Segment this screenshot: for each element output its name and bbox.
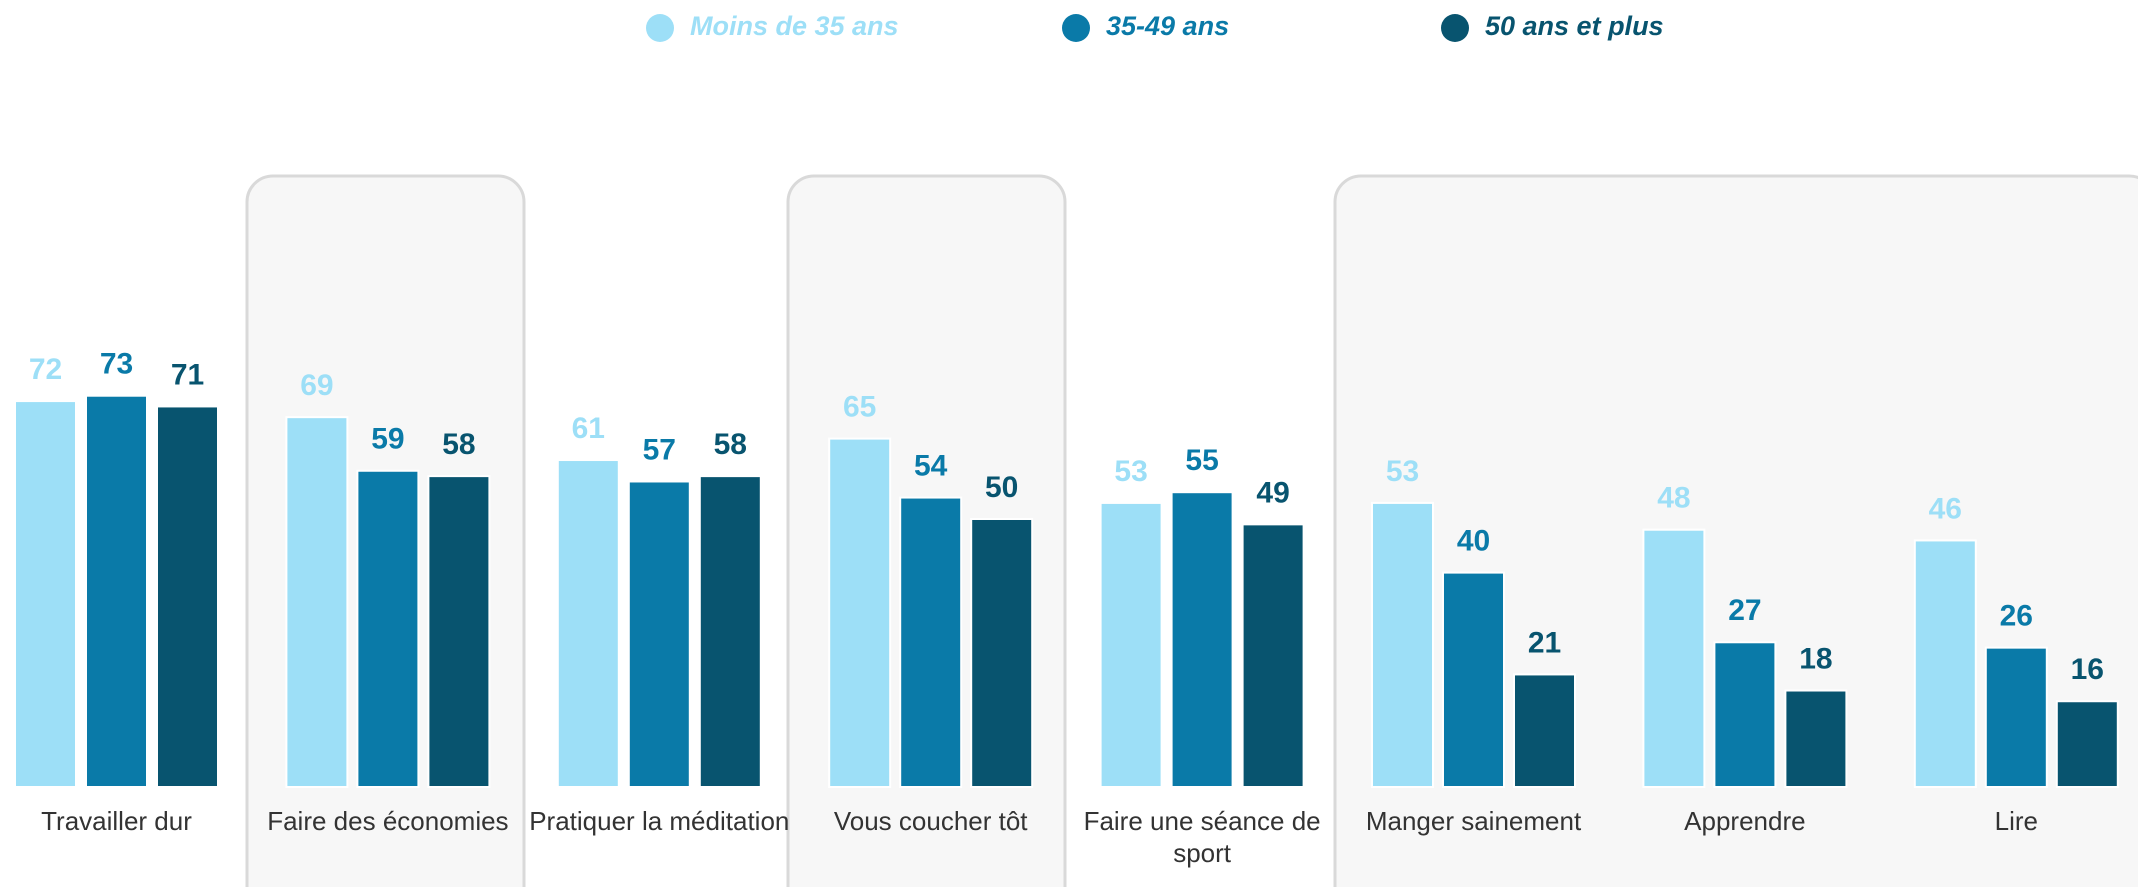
category-label: Lire bbox=[1994, 806, 2038, 836]
bar bbox=[1371, 501, 1434, 788]
value-label: 53 bbox=[1114, 455, 1147, 488]
legend-marker bbox=[1062, 14, 1090, 42]
category-label: Manger sainement bbox=[1365, 806, 1582, 836]
value-label: 73 bbox=[100, 348, 133, 381]
value-label: 26 bbox=[2000, 600, 2033, 633]
value-label: 21 bbox=[1528, 626, 1561, 659]
legend-label: 50 ans et plus bbox=[1485, 11, 1664, 41]
legend-marker bbox=[1441, 14, 1469, 42]
value-label: 58 bbox=[442, 428, 475, 461]
bar bbox=[556, 459, 620, 788]
bar bbox=[698, 475, 762, 788]
category-label: Vous coucher tôt bbox=[833, 806, 1028, 836]
bar bbox=[1642, 528, 1706, 788]
bar bbox=[285, 416, 349, 788]
bar bbox=[85, 394, 148, 788]
bar bbox=[1241, 523, 1305, 788]
category-label: Travailler dur bbox=[41, 806, 192, 836]
value-label: 46 bbox=[1929, 492, 1962, 525]
category-label: Faire des économies bbox=[267, 806, 509, 836]
value-label: 49 bbox=[1256, 476, 1289, 509]
bar bbox=[899, 496, 963, 788]
legend-marker bbox=[646, 14, 674, 42]
legend-label: 35-49 ans bbox=[1106, 11, 1229, 41]
value-label: 65 bbox=[843, 391, 876, 424]
value-label: 61 bbox=[572, 412, 605, 445]
bar bbox=[1513, 673, 1576, 788]
value-label: 69 bbox=[300, 369, 333, 402]
value-label: 54 bbox=[914, 449, 948, 482]
legend-label: Moins de 35 ans bbox=[690, 11, 899, 41]
bar bbox=[1784, 689, 1848, 789]
value-label: 16 bbox=[2071, 653, 2104, 686]
value-label: 50 bbox=[985, 471, 1018, 504]
value-label: 59 bbox=[371, 423, 404, 456]
category-label: Apprendre bbox=[1684, 806, 1806, 836]
bar bbox=[1170, 491, 1234, 788]
value-label: 48 bbox=[1657, 482, 1690, 515]
bar bbox=[427, 475, 491, 788]
value-label: 40 bbox=[1457, 525, 1490, 558]
bar bbox=[1984, 646, 2048, 789]
bar bbox=[2055, 700, 2119, 788]
bar bbox=[156, 405, 219, 788]
bar bbox=[828, 437, 892, 788]
value-label: 27 bbox=[1728, 594, 1761, 627]
value-label: 55 bbox=[1185, 444, 1218, 477]
bar bbox=[1442, 571, 1505, 788]
category-label: Pratiquer la méditation bbox=[529, 806, 790, 836]
bar bbox=[970, 518, 1034, 788]
category-label: Faire une séance de sport bbox=[1083, 806, 1321, 868]
value-label: 58 bbox=[714, 428, 747, 461]
bar bbox=[1099, 501, 1163, 788]
bar bbox=[356, 469, 420, 788]
value-label: 18 bbox=[1799, 642, 1832, 675]
value-label: 57 bbox=[643, 433, 676, 466]
bar bbox=[1713, 641, 1777, 789]
bar bbox=[14, 400, 77, 788]
bar bbox=[1913, 539, 1977, 788]
bar bbox=[627, 480, 691, 788]
value-label: 53 bbox=[1386, 455, 1419, 488]
value-label: 72 bbox=[29, 353, 62, 386]
value-label: 71 bbox=[171, 358, 204, 391]
